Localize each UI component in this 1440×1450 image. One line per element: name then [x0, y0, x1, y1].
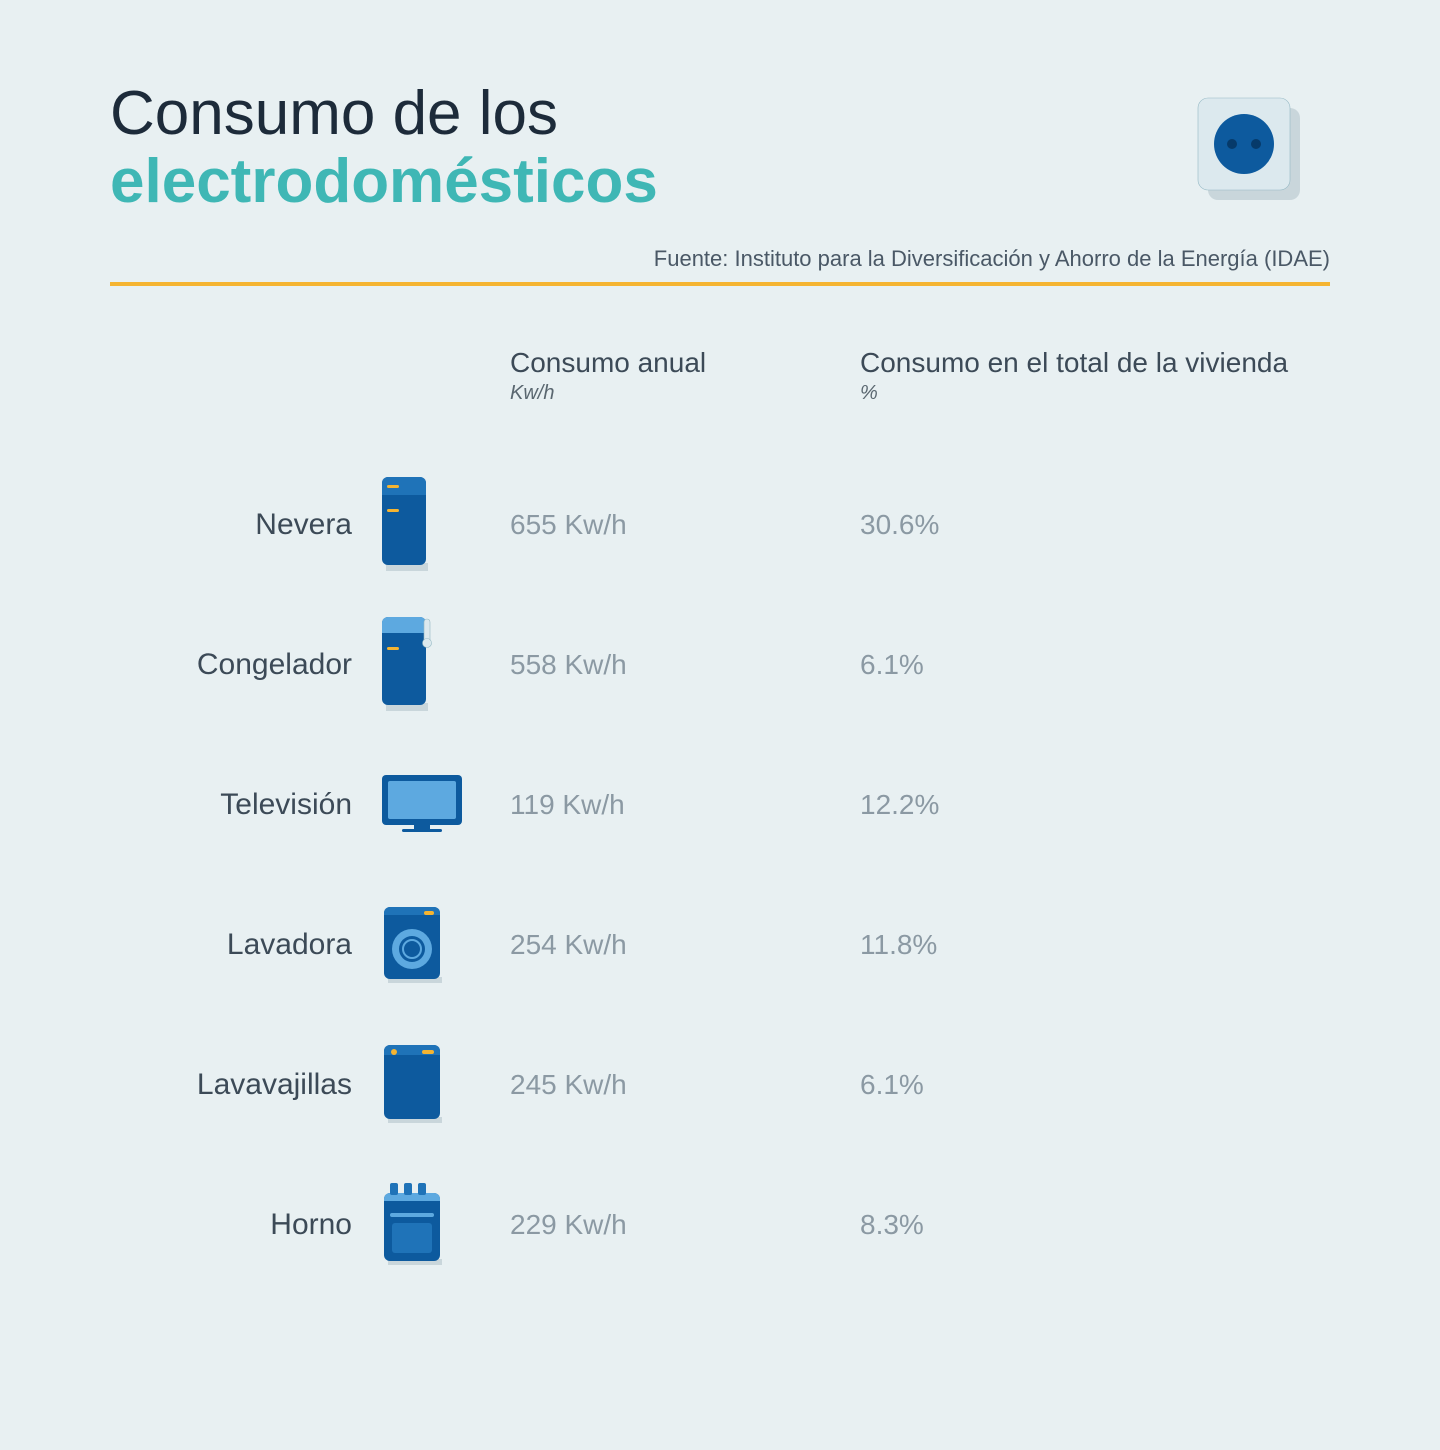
table-header: Consumo anual Kw/h Consumo en el total d…	[110, 346, 1330, 405]
table-row: Congelador 558 Kw/h 6.1%	[110, 595, 1330, 735]
annual-value: 254 Kw/h	[510, 929, 860, 961]
table-row: Lavadora 254 Kw/h 11.8%	[110, 875, 1330, 1015]
col-annual-unit: Kw/h	[510, 382, 860, 405]
percent-value: 6.1%	[860, 649, 1330, 681]
table-row: Horno 229 Kw/h 8.3%	[110, 1155, 1330, 1295]
title-line-2: electrodomésticos	[110, 148, 1190, 216]
annual-value: 229 Kw/h	[510, 1209, 860, 1241]
oven-icon	[380, 1183, 510, 1267]
appliance-name: Lavadora	[110, 928, 380, 962]
freezer-icon	[380, 617, 510, 713]
source-label: Fuente: Instituto para la Diversificació…	[110, 246, 1330, 286]
col-percent-unit: %	[860, 382, 1330, 405]
tv-icon	[380, 773, 510, 837]
socket-icon	[1190, 90, 1310, 215]
header: Consumo de los electrodomésticos	[110, 80, 1330, 216]
col-percent-label: Consumo en el total de la vivienda	[860, 346, 1330, 380]
appliance-name: Lavavajillas	[110, 1068, 380, 1102]
col-annual-header: Consumo anual Kw/h	[510, 346, 860, 405]
percent-value: 11.8%	[860, 929, 1330, 961]
percent-value: 6.1%	[860, 1069, 1330, 1101]
consumption-table: Consumo anual Kw/h Consumo en el total d…	[110, 346, 1330, 1295]
table-row: Nevera 655 Kw/h 30.6%	[110, 455, 1330, 595]
dishwasher-icon	[380, 1043, 510, 1127]
appliance-name: Nevera	[110, 508, 380, 542]
col-annual-label: Consumo anual	[510, 346, 860, 380]
annual-value: 245 Kw/h	[510, 1069, 860, 1101]
percent-value: 12.2%	[860, 789, 1330, 821]
title-line-1: Consumo de los	[110, 80, 1190, 148]
appliance-name: Congelador	[110, 648, 380, 682]
fridge-icon	[380, 477, 510, 573]
table-row: Lavavajillas 245 Kw/h 6.1%	[110, 1015, 1330, 1155]
percent-value: 30.6%	[860, 509, 1330, 541]
table-row: Televisión 119 Kw/h 12.2%	[110, 735, 1330, 875]
annual-value: 119 Kw/h	[510, 789, 860, 821]
title-block: Consumo de los electrodomésticos	[110, 80, 1190, 216]
appliance-name: Horno	[110, 1208, 380, 1242]
annual-value: 655 Kw/h	[510, 509, 860, 541]
col-percent-header: Consumo en el total de la vivienda %	[860, 346, 1330, 405]
appliance-name: Televisión	[110, 788, 380, 822]
percent-value: 8.3%	[860, 1209, 1330, 1241]
washer-icon	[380, 905, 510, 985]
annual-value: 558 Kw/h	[510, 649, 860, 681]
